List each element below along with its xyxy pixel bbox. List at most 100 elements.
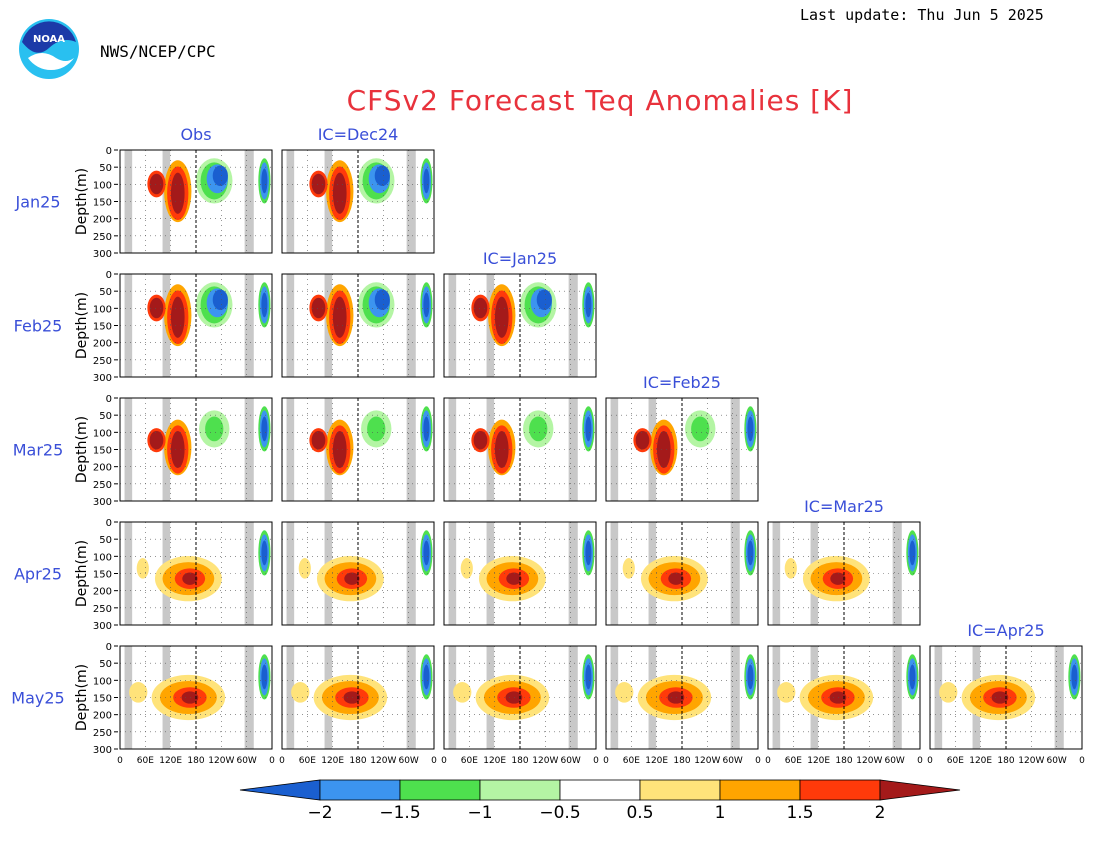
land-mask	[286, 274, 295, 377]
anomaly-contour	[170, 172, 185, 214]
land-mask	[730, 522, 740, 625]
colorbar-segment	[799, 779, 881, 801]
y-tick-label: 250	[93, 728, 112, 739]
x-tick-label: 60E	[785, 756, 802, 766]
column-title: IC=Feb25	[643, 373, 721, 392]
land-mask	[124, 150, 133, 253]
colorbar-segment	[239, 779, 321, 801]
panel-frame	[929, 645, 1083, 750]
colorbar-label: −0.5	[539, 803, 580, 823]
land-mask	[124, 522, 133, 625]
anomaly-contour	[261, 540, 268, 566]
anomaly-contour	[311, 297, 326, 319]
anomaly-contour	[423, 664, 430, 690]
anomaly-contour	[460, 558, 473, 579]
x-tick-label: 0	[1079, 756, 1085, 766]
x-tick-label: 180	[511, 756, 528, 766]
anomaly-contour	[622, 558, 635, 579]
y-tick-label: 50	[99, 411, 112, 422]
panel-frame	[443, 273, 597, 378]
land-mask	[244, 150, 254, 253]
colorbar-segment	[399, 779, 481, 801]
anomaly-contour	[205, 416, 224, 442]
x-tick-label: 120E	[159, 756, 182, 766]
land-mask	[568, 274, 578, 377]
anomaly-contour	[149, 173, 164, 195]
heatmap-panel	[605, 645, 759, 750]
colorbar-label: −1	[467, 803, 492, 823]
anomaly-contour	[367, 416, 386, 442]
y-tick-label: 200	[93, 587, 112, 598]
x-tick-label: 60E	[461, 756, 478, 766]
x-tick-label: 60W	[1046, 756, 1066, 766]
anomaly-contour	[453, 682, 472, 703]
anomaly-contour	[615, 682, 634, 703]
anomaly-contour	[311, 430, 326, 450]
x-tick-label: 120W	[1018, 756, 1044, 766]
heatmap-panel	[443, 645, 597, 750]
anomaly-contour	[170, 296, 185, 338]
y-axis-label: Depth(m)	[74, 292, 90, 359]
x-tick-label: 60W	[560, 756, 580, 766]
y-axis-label: Depth(m)	[74, 540, 90, 607]
y-tick-label: 250	[93, 356, 112, 367]
land-mask	[610, 646, 619, 749]
noaa-logo: NOAA	[18, 18, 80, 84]
column-title: IC=Dec24	[318, 125, 399, 144]
land-mask	[406, 522, 416, 625]
x-tick-label: 120E	[969, 756, 992, 766]
x-tick-label: 60W	[398, 756, 418, 766]
anomaly-contour	[585, 540, 592, 566]
anomaly-contour	[212, 289, 228, 311]
land-mask	[124, 646, 133, 749]
land-mask	[772, 646, 781, 749]
anomaly-contour	[585, 664, 592, 690]
heatmap-panel	[281, 397, 435, 502]
land-mask	[610, 522, 619, 625]
x-tick-label: 0	[431, 756, 437, 766]
land-mask	[406, 274, 416, 377]
anomaly-contour	[506, 572, 522, 585]
x-tick-label: 120W	[694, 756, 720, 766]
anomaly-contour	[261, 664, 268, 690]
y-tick-label: 0	[106, 394, 112, 405]
colorbar-segment	[639, 779, 721, 801]
anomaly-contour	[747, 540, 754, 566]
anomaly-contour	[212, 165, 228, 187]
heatmap-panel	[443, 397, 597, 502]
column-title: Obs	[180, 125, 211, 144]
anomaly-contour	[667, 691, 685, 704]
anomaly-contour	[747, 416, 754, 442]
colorbar-segment	[879, 779, 961, 801]
y-tick-label: 300	[93, 249, 112, 260]
anomaly-contour	[473, 297, 488, 319]
anomaly-contour	[635, 430, 650, 450]
y-tick-label: 200	[93, 711, 112, 722]
x-tick-label: 60E	[137, 756, 154, 766]
panel-frame	[605, 645, 759, 750]
anomaly-contour	[149, 297, 164, 319]
heatmap-panel	[281, 645, 435, 750]
x-tick-label: 0	[927, 756, 933, 766]
y-tick-label: 200	[93, 215, 112, 226]
land-mask	[730, 646, 740, 749]
y-tick-label: 100	[93, 304, 112, 315]
anomaly-contour	[909, 664, 916, 690]
land-mask	[610, 398, 619, 501]
x-tick-label: 0	[269, 756, 275, 766]
y-tick-label: 300	[93, 373, 112, 384]
anomaly-contour	[829, 691, 847, 704]
anomaly-contour	[423, 292, 430, 318]
anomaly-contour	[777, 682, 796, 703]
row-label: May25	[11, 689, 64, 708]
anomaly-contour	[1071, 664, 1078, 690]
column-title: IC=Jan25	[483, 249, 557, 268]
land-mask	[448, 398, 457, 501]
land-mask	[124, 274, 133, 377]
y-tick-label: 200	[93, 463, 112, 474]
y-tick-label: 50	[99, 659, 112, 670]
row-label: Mar25	[13, 441, 64, 460]
column-title: IC=Mar25	[804, 497, 884, 516]
land-mask	[244, 398, 254, 501]
y-tick-label: 150	[93, 446, 112, 457]
